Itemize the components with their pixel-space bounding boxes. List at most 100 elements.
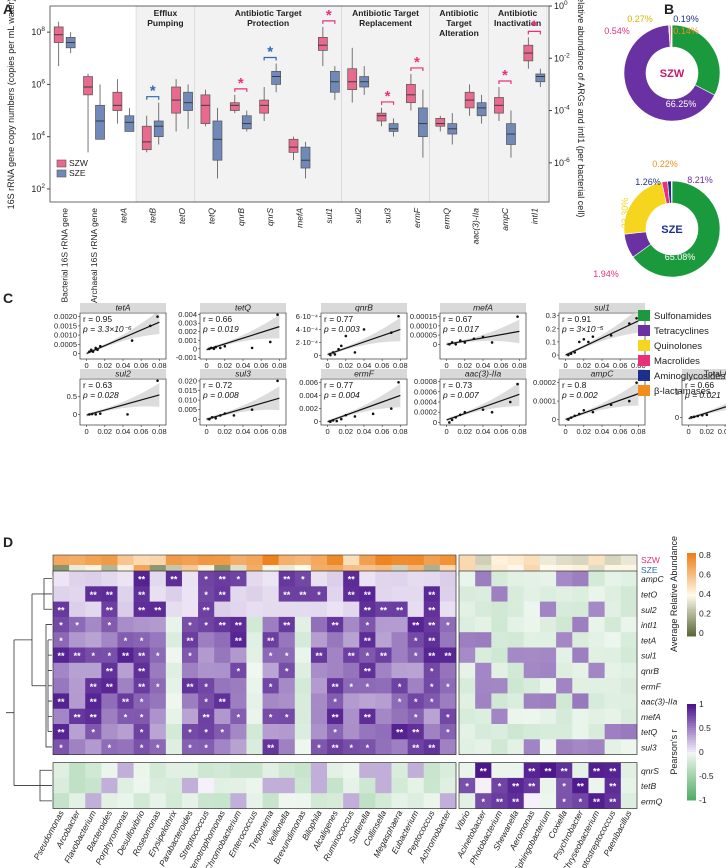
arg-group-title: Efflux Pumping xyxy=(147,8,183,28)
pie-pct-label: 0.54% xyxy=(604,26,630,36)
heat-cell xyxy=(278,616,296,633)
heat-cell xyxy=(539,601,557,618)
heat-cell xyxy=(230,586,247,602)
box-iqr xyxy=(200,94,211,124)
colorbar-abundance-cell xyxy=(687,586,696,589)
heat-cell xyxy=(343,662,360,679)
x-tick-label: 0.06 xyxy=(494,427,509,436)
heat-cell xyxy=(359,571,376,587)
abundance-cell xyxy=(69,555,86,565)
heat-cell xyxy=(604,632,622,648)
heat-cell xyxy=(523,662,541,679)
heat-cell xyxy=(343,616,360,633)
heat-cell xyxy=(246,793,263,809)
heat-cell xyxy=(343,777,360,794)
heat-sig: ** xyxy=(428,651,436,661)
data-point xyxy=(397,314,400,318)
heat-cell xyxy=(262,571,279,587)
heat-cell xyxy=(246,662,263,679)
y-tick-label: 0 xyxy=(193,415,197,424)
heat-cell xyxy=(101,777,118,794)
class-legend-swatch xyxy=(638,340,650,351)
box-iqr xyxy=(83,76,93,96)
heat-cell xyxy=(491,678,508,694)
x-tick-label: 0.02 xyxy=(458,361,473,370)
box-sze-ermF xyxy=(418,89,428,158)
colorbar-abundance-cell xyxy=(687,571,696,575)
y-tick-label: 0 xyxy=(433,340,437,349)
heat-cell xyxy=(278,693,296,709)
pie-pct-label: 1.26% xyxy=(635,177,661,187)
heat-cell xyxy=(375,724,392,740)
heat-cell xyxy=(343,601,360,618)
heat-cell xyxy=(423,647,441,664)
abundance-cell xyxy=(69,565,86,575)
facet-title: sul2 xyxy=(115,369,131,379)
box-szw-ermQ xyxy=(435,115,446,132)
heat-cell xyxy=(327,678,344,694)
colorbar-corr-cell xyxy=(687,730,696,734)
box-sze-intI1 xyxy=(535,68,546,88)
abundance-cell xyxy=(491,555,508,565)
heat-row-label: mefA xyxy=(641,712,661,722)
heat-cell xyxy=(523,777,541,794)
box-iqr xyxy=(229,102,240,111)
stat-r: r = 0.66 xyxy=(203,314,232,324)
heat-cell xyxy=(620,571,638,587)
heat-cell xyxy=(604,678,622,694)
data-point xyxy=(214,345,218,349)
heat-cell xyxy=(117,724,134,740)
heat-cell xyxy=(439,762,457,779)
heat-cell xyxy=(101,601,118,618)
y-tick-label: 0.0006 xyxy=(414,387,437,396)
heat-cell xyxy=(604,693,622,709)
arg-group-band xyxy=(341,5,430,203)
heat-cell xyxy=(327,793,344,809)
heat-cell xyxy=(262,777,279,794)
abundance-cell xyxy=(407,555,425,565)
heat-cell xyxy=(572,708,589,725)
heat-cell xyxy=(407,793,425,809)
heat-cell xyxy=(278,777,296,794)
colorbar-abundance-cell xyxy=(687,600,696,604)
heat-sig: * xyxy=(333,728,337,738)
heat-sig: ** xyxy=(593,797,601,807)
heat-cell xyxy=(327,708,344,725)
heat-cell xyxy=(523,647,541,664)
box-iqr xyxy=(271,70,281,85)
x-tick-label: 0.04 xyxy=(476,427,491,436)
box-szw-tetB xyxy=(141,115,152,153)
heat-cell xyxy=(133,632,151,648)
heat-cell xyxy=(69,724,86,740)
heat-cell xyxy=(556,571,573,587)
heat-cell xyxy=(181,586,199,602)
colorbar-corr-tick: 1 xyxy=(699,699,704,709)
heat-sig: ** xyxy=(219,697,227,707)
y-tick-label: 6·10⁻⁴ xyxy=(296,312,318,321)
abundance-cell xyxy=(246,555,263,565)
regression-line xyxy=(206,326,280,351)
heat-cell xyxy=(507,777,525,794)
box-szw-Archaeal 16S rRNA gene xyxy=(83,73,93,153)
facet-strip xyxy=(80,303,166,312)
data-point xyxy=(463,410,467,414)
heat-cell xyxy=(459,708,476,725)
heat-sig: ** xyxy=(154,605,162,615)
abundance-cell xyxy=(149,555,167,565)
heat-cell xyxy=(101,571,118,587)
facet-strip xyxy=(80,369,166,378)
heat-cell xyxy=(165,662,183,679)
heat-cell xyxy=(53,777,70,794)
colorbar-corr-tick: 0 xyxy=(699,747,704,757)
heat-cell xyxy=(588,739,605,755)
box-iqr xyxy=(288,138,299,153)
heat-cell xyxy=(181,693,199,709)
heat-cell xyxy=(475,777,492,794)
heat-cell xyxy=(423,662,441,679)
heat-cell xyxy=(604,724,622,740)
heat-cell xyxy=(507,647,525,664)
colorbar-abundance-cell xyxy=(687,573,696,577)
x-tick-label: 0.02 xyxy=(577,361,592,370)
heat-cell xyxy=(310,708,328,725)
